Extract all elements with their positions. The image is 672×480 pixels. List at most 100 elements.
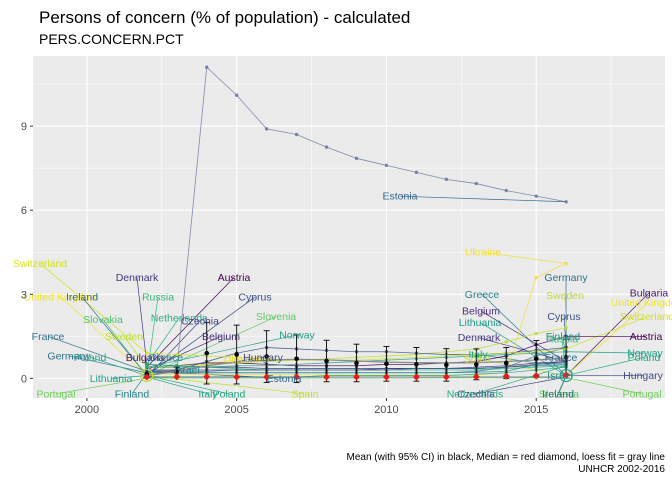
- data-point: [324, 145, 329, 149]
- data-point: [175, 352, 179, 357]
- country-label: Austria: [630, 331, 663, 343]
- median-diamond: [442, 373, 450, 381]
- mean-point: [354, 360, 359, 366]
- country-label: Hungary: [623, 370, 663, 382]
- median-diamond: [173, 373, 181, 381]
- y-tick-label: 6: [21, 205, 27, 217]
- data-point: [564, 326, 568, 330]
- label-leader: [68, 355, 147, 374]
- country-label: Finland: [115, 388, 150, 400]
- median-diamond: [472, 373, 480, 381]
- label-leader: [146, 376, 209, 395]
- label-anchor-marker: [140, 368, 154, 383]
- mean-point: [444, 362, 449, 368]
- data-point: [474, 181, 478, 186]
- country-label: Switzerland: [13, 258, 67, 270]
- country-label: Germany: [47, 350, 91, 362]
- country-label: Israel: [174, 364, 200, 376]
- mean-point: [174, 369, 180, 375]
- label-leader: [47, 335, 147, 372]
- median-diamond: [412, 373, 420, 381]
- x-tick-label: 2010: [374, 404, 398, 416]
- country-label: Belgium: [202, 331, 240, 343]
- data-point: [504, 340, 508, 344]
- data-point: [534, 331, 538, 336]
- label-leader: [55, 377, 147, 395]
- chart-subtitle: PERS.CONCERN.PCT: [39, 31, 184, 47]
- country-label: Switzerland: [620, 311, 672, 323]
- median-diamond: [352, 373, 360, 381]
- y-tick-label: 0: [21, 373, 27, 385]
- country-label: Sweden: [105, 331, 143, 343]
- median-diamond: [203, 373, 211, 381]
- country-label: Slovenia: [256, 311, 296, 323]
- country-label: Spain: [292, 388, 319, 400]
- mean-point: [503, 360, 509, 366]
- country-label: Austria: [218, 272, 251, 284]
- x-tick-label: 2000: [75, 404, 99, 416]
- country-label: Ireland: [542, 388, 574, 400]
- mean-point: [473, 362, 479, 367]
- label-leader: [564, 295, 567, 328]
- x-tick-label: 2015: [524, 404, 548, 416]
- data-point: [564, 334, 568, 339]
- data-point: [294, 132, 299, 137]
- chart-caption-line2: UNHCR 2002-2016: [578, 464, 665, 475]
- data-point: [444, 177, 449, 182]
- label-leader: [566, 351, 646, 354]
- country-label: Portugal: [36, 388, 75, 400]
- country-label: Norway: [279, 329, 315, 341]
- median-diamond: [502, 372, 510, 380]
- label-leader: [123, 336, 148, 368]
- median-diamond: [562, 371, 570, 379]
- data-point: [175, 364, 179, 368]
- country-label: Estonia: [266, 373, 301, 385]
- country-label: Slovenia: [539, 388, 579, 400]
- data-point: [414, 170, 419, 175]
- label-leader: [146, 296, 256, 376]
- country-label: Portugal: [622, 388, 661, 400]
- label-anchor-marker: [559, 368, 573, 383]
- median-diamond: [263, 373, 271, 381]
- label-leader: [146, 334, 298, 368]
- data-point: [234, 93, 239, 97]
- country-label: United Kingdom: [24, 292, 99, 304]
- label-leader: [81, 296, 148, 376]
- data-point: [145, 365, 149, 369]
- mean-point: [563, 355, 569, 360]
- label-leader: [566, 357, 645, 376]
- data-point: [205, 65, 209, 69]
- data-point: [534, 275, 538, 280]
- label-leader: [565, 292, 650, 376]
- country-label: Poland: [213, 388, 246, 400]
- country-label: Germany: [544, 272, 588, 284]
- mean-point: [324, 358, 329, 364]
- country-label: Czechia: [457, 388, 495, 400]
- country-label: Lithuania: [90, 373, 133, 385]
- label-leader: [474, 365, 567, 395]
- median-diamond: [143, 373, 151, 381]
- median-diamond: [382, 373, 390, 381]
- x-tick-label: 2005: [224, 404, 248, 416]
- label-leader: [565, 302, 649, 376]
- country-label: France: [32, 331, 65, 343]
- label-leader: [39, 263, 148, 354]
- country-label: Belgium: [462, 306, 500, 318]
- label-leader: [557, 375, 567, 394]
- y-tick-label: 9: [21, 121, 27, 133]
- label-leader: [480, 310, 567, 362]
- label-leader: [146, 336, 222, 371]
- country-label: Poland: [628, 352, 661, 364]
- mean-point: [294, 356, 299, 362]
- data-point: [534, 194, 538, 198]
- country-label: Russia: [546, 334, 578, 346]
- median-diamond: [233, 373, 241, 381]
- data-point: [145, 351, 149, 355]
- axes: 2000 2005 2010 2015 0 3 6 9: [21, 121, 549, 416]
- chart-title: Persons of concern (% of population) - c…: [39, 8, 410, 27]
- country-label: Spain: [464, 353, 491, 365]
- data-point: [145, 362, 149, 367]
- country-label: Cyprus: [238, 292, 271, 304]
- country-label: Denmark: [458, 332, 501, 344]
- mean-point: [414, 362, 419, 367]
